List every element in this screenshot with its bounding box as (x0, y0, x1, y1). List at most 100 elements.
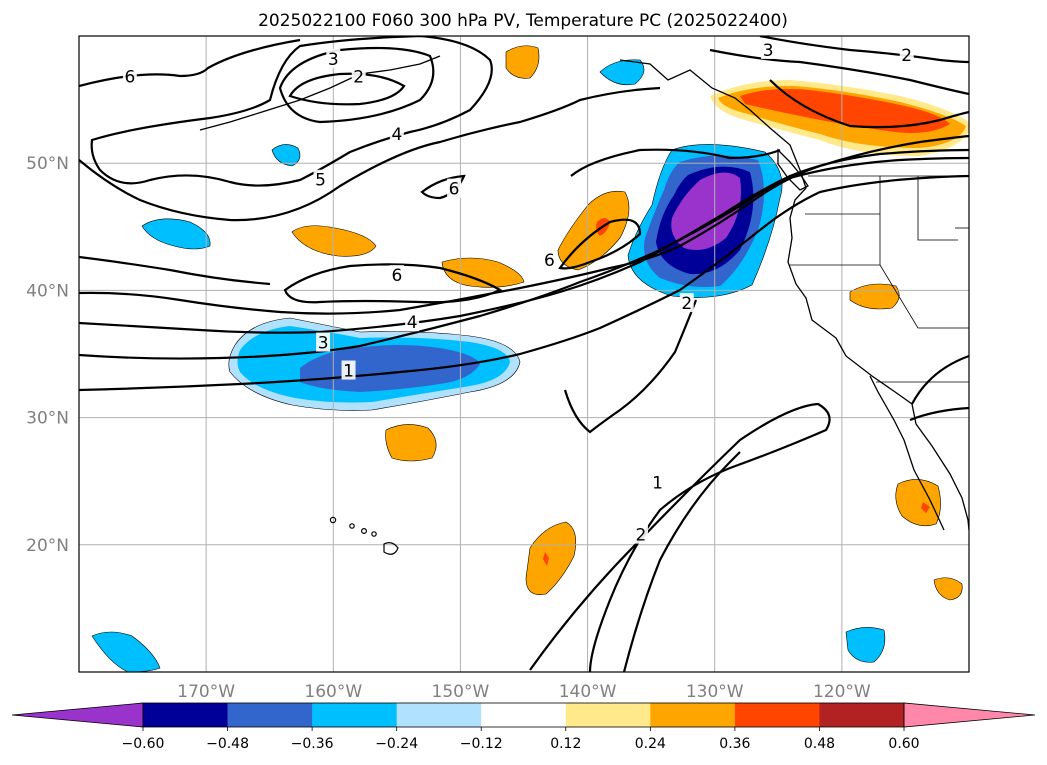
contour-label-bg (122, 66, 137, 86)
warm-anomaly-subtropical (525, 521, 577, 595)
warm-anomaly-baja (895, 479, 941, 527)
pv-contour-2-east (759, 36, 969, 64)
colorbar-tick-label: 0.36 (719, 736, 750, 752)
cold-anomaly-north (271, 144, 301, 167)
contour-label: 2 (636, 526, 647, 546)
pv-contour-south-3 (79, 156, 969, 360)
colorbar-tick-label: 0.24 (635, 736, 666, 752)
pv-contour-south-1 (79, 174, 969, 392)
cold-anomaly-southwest (91, 631, 161, 672)
pv-contour-ne-baja (909, 406, 969, 422)
contour-label: 6 (391, 266, 402, 286)
contour-label-bg (351, 66, 366, 86)
pv-contour-6-trough (570, 148, 781, 177)
coastlines (199, 55, 969, 531)
colorbar-frame (142, 702, 905, 728)
border-idaho (917, 176, 958, 241)
lat-tick-label: 30°N (26, 409, 69, 429)
pv-contour-2-south (563, 299, 698, 434)
contour-label-bg (899, 45, 914, 65)
colorbar-bin (396, 703, 482, 727)
contour-label-bg (313, 169, 328, 189)
coastline-vancouver-island (777, 148, 809, 191)
cold-anomaly-subtropical (228, 317, 521, 411)
colorbar-bin (227, 703, 313, 727)
colorbar-bin (650, 703, 736, 727)
contour-label: 4 (391, 125, 402, 145)
hawaiian-islands (329, 516, 399, 555)
pv-contour-south-5 (79, 134, 969, 315)
contour-label-bg (326, 48, 341, 68)
contour-label: 5 (315, 171, 326, 191)
contour-label-bg (316, 332, 331, 352)
lat-tick-label: 50°N (26, 154, 69, 174)
coastline-north-america (619, 59, 969, 531)
latitude-axis: 20°N 30°N 40°N 50°N (26, 154, 69, 556)
colorbar-extend-low (11, 702, 144, 728)
pv-contour-2-southeast (622, 451, 741, 672)
warm-anomaly-central-north (291, 225, 377, 257)
colorbar-extend-high (903, 702, 1036, 728)
lon-tick-label: 130°W (686, 682, 744, 702)
contour-label: 1 (652, 473, 663, 493)
colorbar-tick-label: −0.48 (206, 736, 249, 752)
warm-anomaly-hawaii-north (385, 424, 437, 462)
pv-contour-south-6 (79, 255, 271, 286)
map-frame (78, 35, 970, 673)
colorbar: −0.60 −0.48 −0.36 −0.24 −0.12 0.12 0.24 0.36 0.4… (11, 702, 1036, 752)
pv-contour-4-east (769, 79, 969, 129)
colorbar-tick-label: −0.36 (291, 736, 334, 752)
colorbar-bin (481, 703, 567, 727)
lon-tick-label: 160°W (304, 682, 362, 702)
colorbar-bin (734, 703, 820, 727)
contour-label: 6 (124, 68, 135, 88)
contour-label-bg (679, 293, 694, 313)
contour-label: 2 (681, 294, 692, 314)
contour-label-bg (542, 249, 557, 269)
colorbar-tick-label: −0.60 (122, 736, 165, 752)
colorbar-bin (819, 703, 905, 727)
contour-label-bg (761, 39, 776, 59)
lat-tick-label: 40°N (26, 281, 69, 301)
gridlines (79, 36, 969, 672)
lon-tick-label: 170°W (177, 682, 235, 702)
pv-contour-6-central (283, 263, 503, 304)
longitude-axis: 170°W 160°W 150°W 140°W 130°W 120°W (177, 682, 871, 702)
pv-contour-3-east (709, 48, 969, 96)
cold-anomaly-alaska (599, 59, 645, 86)
pv-contour-2-north (288, 72, 406, 106)
lon-tick-label: 120°W (813, 682, 871, 702)
pv-contour-6-offshore (558, 218, 642, 270)
coastline-alaska-peninsula (199, 55, 441, 131)
contour-label-bg (447, 178, 462, 198)
contour-label-bg (341, 360, 356, 380)
pv-contour-5-north (79, 86, 661, 222)
contour-label: 2 (353, 68, 364, 88)
colorbar-tick-label: 0.48 (804, 736, 835, 752)
contour-label-bg (633, 524, 648, 544)
pv-contour-ne-closed (911, 354, 969, 405)
contour-label: 3 (328, 50, 339, 70)
border-nevada (879, 176, 969, 329)
colorbar-bin (565, 703, 651, 727)
colorbar-tick-label: 0.60 (888, 736, 919, 752)
contour-label: 6 (544, 251, 555, 271)
warm-anomaly-alaska-coast (505, 45, 540, 79)
coastline-baja (869, 375, 945, 531)
contour-label-bg (389, 265, 404, 285)
warm-anomaly-central (441, 257, 525, 288)
cold-anomaly-south (845, 627, 886, 663)
colorbar-tick-label: −0.12 (460, 736, 503, 752)
pv-contour-4-north (90, 36, 493, 187)
lon-tick-label: 150°W (432, 682, 490, 702)
contour-label-bg (389, 123, 404, 143)
colorbar-bin (312, 703, 398, 727)
colorbar-bin (143, 703, 229, 727)
contour-label-bg (405, 312, 420, 332)
warm-anomaly-mexico (933, 577, 963, 601)
cold-anomaly-ne-pacific (627, 144, 783, 298)
contour-label: 3 (318, 334, 329, 354)
